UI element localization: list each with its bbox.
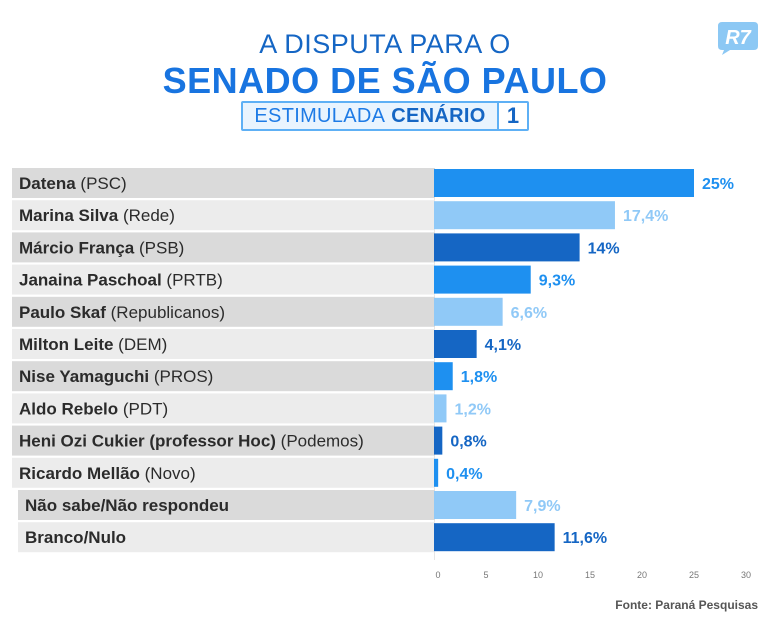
category-party: (Podemos)	[276, 432, 364, 451]
category-name: Marina Silva	[19, 206, 119, 225]
category-name: Aldo Rebelo	[19, 399, 118, 418]
x-tick-label: 25	[689, 570, 699, 580]
bar	[434, 426, 443, 455]
category-label: Aldo Rebelo (PDT)	[19, 399, 168, 418]
bar	[434, 330, 477, 358]
title-line-1: A DISPUTA PARA O	[259, 29, 511, 59]
category-name: Datena	[19, 174, 76, 193]
x-tick-label: 30	[741, 570, 751, 580]
category-label: Heni Ozi Cukier (professor Hoc) (Podemos…	[19, 432, 364, 451]
row-band	[12, 232, 435, 263]
bar	[434, 169, 694, 197]
value-label: 7,9%	[524, 498, 560, 515]
category-label: Márcio França (PSB)	[19, 238, 184, 257]
category-label: Marina Silva (Rede)	[19, 206, 175, 225]
category-party: (Republicanos)	[106, 303, 225, 322]
scenario-label-bold: CENÁRIO	[391, 104, 486, 127]
category-label: Não sabe/Não respondeu	[25, 496, 229, 515]
scenario-label: ESTIMULADA CENÁRIO	[243, 103, 497, 129]
row-band	[12, 296, 435, 327]
r7-logo: R7	[718, 22, 758, 55]
category-party: (PROS)	[149, 367, 213, 386]
bar	[434, 297, 503, 326]
value-label: 17,4%	[623, 208, 668, 225]
value-label: 1,8%	[461, 369, 497, 386]
value-label: 0,8%	[450, 434, 486, 451]
bar	[434, 362, 453, 391]
x-tick-label: 5	[483, 570, 488, 580]
bar	[434, 394, 447, 423]
r7-logo-text: R7	[725, 27, 751, 49]
category-label: Paulo Skaf (Republicanos)	[19, 303, 225, 322]
category-party: (PDT)	[118, 399, 168, 418]
category-party: (Rede)	[118, 206, 175, 225]
row-band	[12, 168, 435, 198]
scenario-number: 1	[497, 103, 527, 129]
value-label: 9,3%	[539, 273, 575, 290]
x-tick-label: 10	[533, 570, 543, 580]
x-tick-label: 20	[637, 570, 647, 580]
bar	[434, 233, 580, 262]
value-label: 25%	[702, 176, 734, 193]
category-label: Nise Yamaguchi (PROS)	[19, 367, 213, 386]
category-label: Milton Leite (DEM)	[19, 335, 167, 354]
category-label: Datena (PSC)	[19, 174, 127, 193]
value-label: 1,2%	[454, 401, 490, 418]
category-name: Paulo Skaf	[19, 303, 106, 322]
row-band	[12, 329, 435, 359]
scenario-label-light: ESTIMULADA	[254, 104, 386, 127]
row-band	[12, 200, 435, 231]
x-tick-label: 0	[435, 570, 440, 580]
bar	[434, 458, 439, 487]
scenario-badge: ESTIMULADA CENÁRIO 1	[241, 101, 529, 131]
category-label: Ricardo Mellão (Novo)	[19, 464, 196, 483]
category-name: Não sabe/Não respondeu	[25, 496, 229, 515]
x-tick-label: 15	[585, 570, 595, 580]
bar	[434, 265, 531, 294]
value-label: 11,6%	[563, 530, 607, 547]
source-note: Fonte: Paraná Pesquisas	[615, 598, 758, 612]
category-label: Janaina Paschoal (PRTB)	[19, 271, 223, 290]
category-party: (DEM)	[113, 335, 167, 354]
row-band	[12, 425, 435, 456]
category-name: Branco/Nulo	[25, 528, 126, 547]
category-name: Ricardo Mellão	[19, 464, 140, 483]
value-label: 4,1%	[485, 337, 521, 354]
bar	[434, 491, 517, 519]
category-party: (Novo)	[140, 464, 196, 483]
bar	[434, 523, 555, 552]
row-band	[12, 457, 435, 488]
bar	[434, 201, 615, 230]
value-label: 6,6%	[511, 305, 547, 322]
row-band	[18, 490, 435, 520]
value-label: 14%	[588, 240, 620, 257]
category-name: Janaina Paschoal	[19, 271, 162, 290]
category-label: Branco/Nulo	[25, 528, 126, 547]
value-label: 0,4%	[446, 466, 482, 483]
row-band	[18, 522, 435, 553]
category-name: Nise Yamaguchi	[19, 367, 149, 386]
title-line-2: SENADO DE SÃO PAULO	[162, 60, 608, 101]
category-name: Márcio França	[19, 238, 135, 257]
row-band	[12, 361, 435, 392]
category-party: (PSB)	[134, 238, 184, 257]
category-party: (PRTB)	[162, 271, 223, 290]
category-name: Milton Leite	[19, 335, 113, 354]
category-party: (PSC)	[76, 174, 127, 193]
row-band	[12, 393, 435, 424]
category-name: Heni Ozi Cukier (professor Hoc)	[19, 432, 276, 451]
row-band	[12, 264, 435, 295]
chart-title: A DISPUTA PARA O SENADO DE SÃO PAULO	[0, 28, 770, 102]
